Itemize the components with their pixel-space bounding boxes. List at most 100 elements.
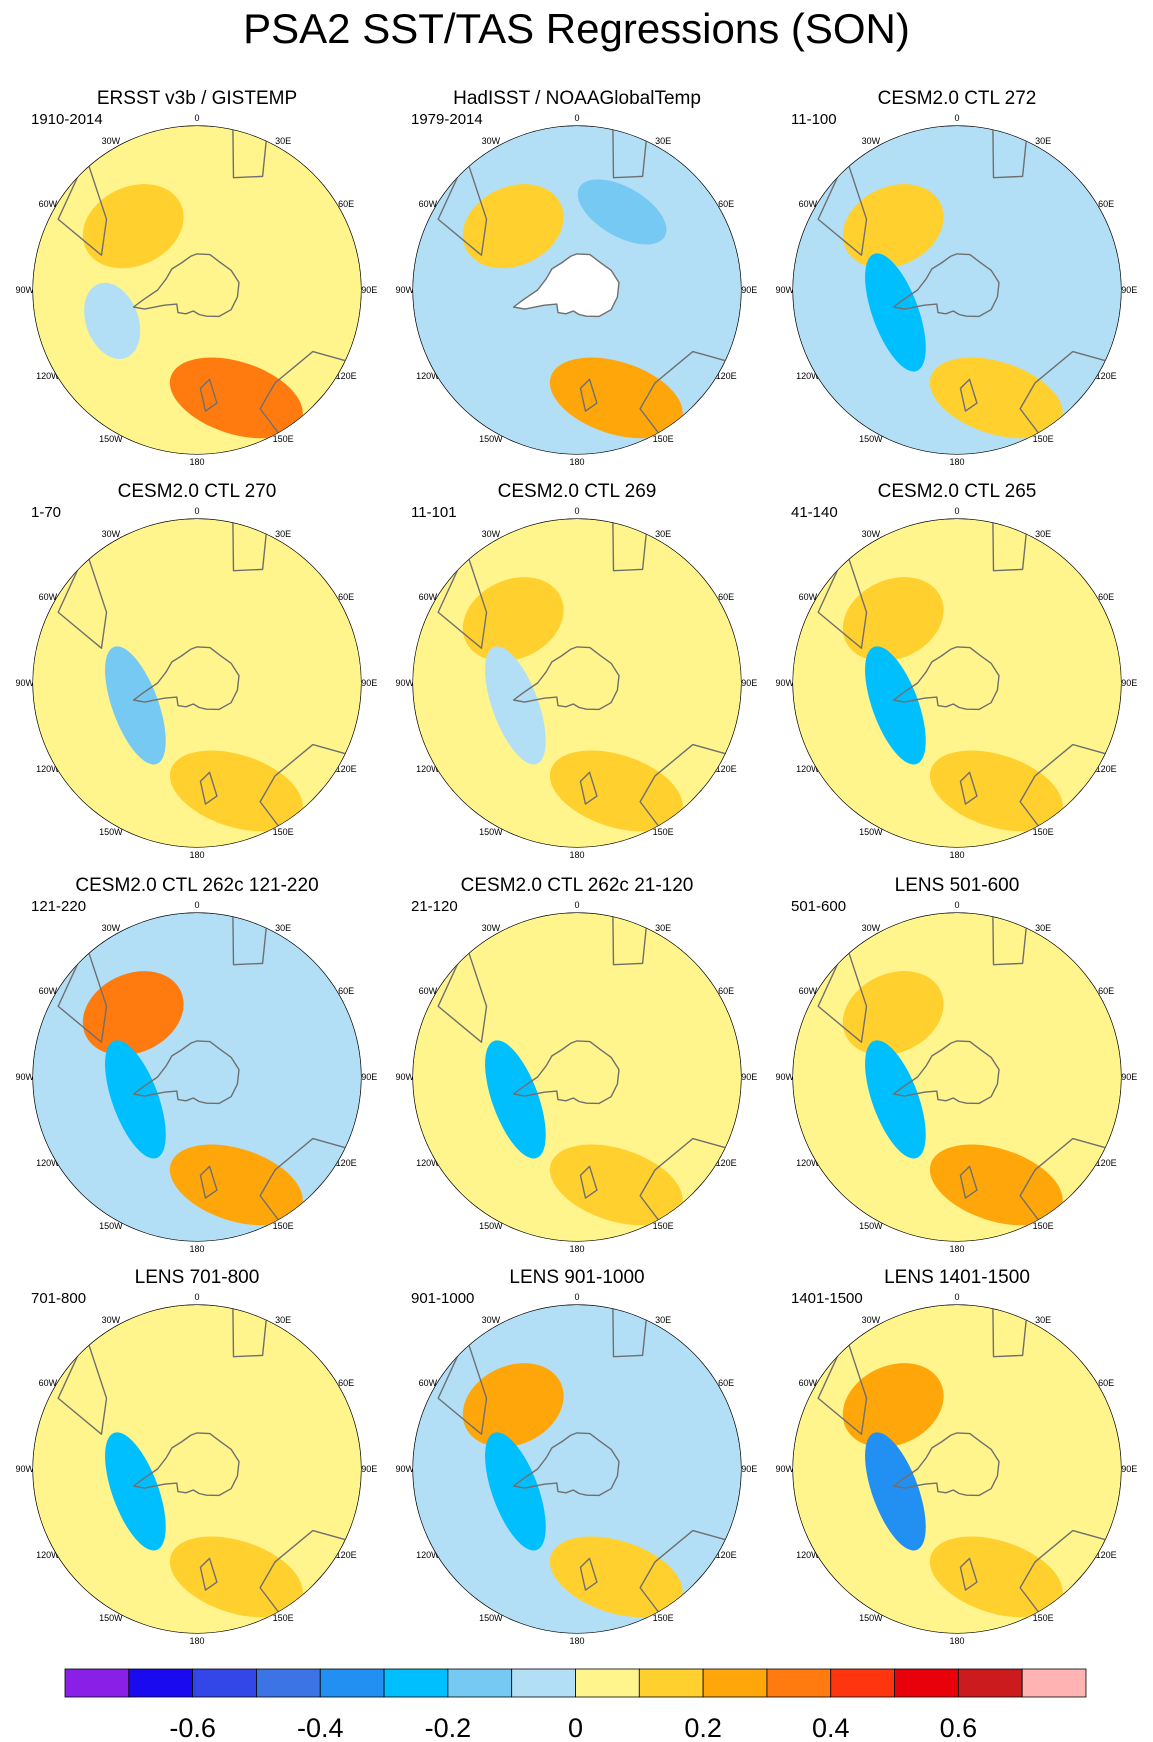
longitude-label: 150E [653,1613,674,1623]
longitude-label: 150W [859,827,883,837]
panel-period: 121-220 [31,898,86,915]
anomaly-patch-amundsen [105,1432,166,1551]
longitude-label: 120W [796,371,820,381]
longitude-label: 30E [275,1315,291,1325]
panel-period: 41-140 [791,504,838,521]
longitude-label: 90W [396,678,415,688]
panel-period: 1910-2014 [31,111,103,128]
longitude-label: 150W [479,434,503,444]
longitude-label: 90E [741,1464,757,1474]
coastline-new-zealand [199,378,218,412]
longitude-label: 150E [1033,434,1054,444]
longitude-label: 60E [338,1378,354,1388]
longitude-label: 120W [36,371,60,381]
anomaly-patch-south-pacific [169,357,303,439]
panel-period: 1-70 [31,504,61,521]
longitude-label: 180 [189,1244,204,1254]
longitude-label: 150E [273,1221,294,1231]
coastline-new-zealand [579,378,598,412]
map-field [413,913,741,1241]
coastline-new-zealand [959,378,978,412]
longitude-label: 90E [1121,1464,1137,1474]
longitude-label: 180 [949,850,964,860]
anomaly-patch-amundsen [865,253,926,372]
longitude-label: 180 [569,457,584,467]
map-panel: CESM2.0 CTL 262c 121-220 121-220 0 30E 60E 90… [16,875,378,1254]
coastline-new-zealand [199,771,218,805]
coastline-antarctica [132,253,240,318]
longitude-label: 180 [569,1636,584,1646]
field-background [33,519,361,847]
longitude-label: 120E [1096,371,1117,381]
map-field [33,126,361,454]
longitude-label: 150W [859,1221,883,1231]
anomaly-patch-amundsen [485,646,546,765]
panel-title: ERSST v3b / GISTEMP [97,88,297,109]
anomaly-patch-south-pacific [929,357,1063,439]
longitude-label: 150W [479,1613,503,1623]
anomaly-patch-south-pacific [169,750,303,832]
coastline-new-zealand [959,771,978,805]
longitude-label: 120E [1096,1158,1117,1168]
longitude-label: 60W [419,592,438,602]
longitude-label: 60W [39,986,58,996]
longitude-label: 60E [718,1378,734,1388]
panel-period: 11-101 [411,504,457,521]
panel-title: LENS 901-1000 [509,1267,644,1288]
longitude-label: 30W [102,1315,121,1325]
longitude-label: 60W [799,1378,818,1388]
coastline-new-zealand [579,1557,598,1591]
anomaly-patch-amundsen [105,646,166,765]
longitude-label: 150W [479,827,503,837]
longitude-label: 60E [718,592,734,602]
longitude-label: 60W [39,592,58,602]
coastline-new-zealand [199,1165,218,1199]
anomaly-patch-south-pacific [549,357,683,439]
anomaly-patch-south-pacific [929,1536,1063,1618]
longitude-label: 120W [796,764,820,774]
longitude-label: 0 [954,900,959,910]
longitude-label: 60E [1098,199,1114,209]
coastline-antarctica [512,253,620,318]
longitude-label: 150E [273,434,294,444]
longitude-label: 90E [741,1072,757,1082]
coastline-antarctica [892,253,1000,318]
longitude-label: 0 [574,900,579,910]
coastline-new-zealand [959,1165,978,1199]
longitude-label: 0 [954,113,959,123]
anomaly-patch-atlantic [462,1363,564,1448]
panel-title: LENS 701-800 [135,1267,260,1288]
map-field [413,126,741,454]
longitude-label: 150E [653,434,674,444]
panel-title: CESM2.0 CTL 262c 21-120 [461,875,694,896]
longitude-label: 90W [16,1464,35,1474]
longitude-label: 180 [949,457,964,467]
longitude-label: 120W [36,1550,60,1560]
longitude-label: 60W [419,199,438,209]
map-panel: CESM2.0 CTL 269 11-101 0 30E 60E 90E 120E 150E 1… [396,481,758,860]
panel-period: 1979-2014 [411,111,483,128]
longitude-label: 60W [39,1378,58,1388]
figure-title: PSA2 SST/TAS Regressions (SON) [243,5,910,52]
longitude-label: 120E [1096,1550,1117,1560]
longitude-label: 150W [859,434,883,444]
anomaly-patch-atlantic [82,184,184,269]
longitude-label: 30E [655,136,671,146]
longitude-label: 60W [39,199,58,209]
panel-period: 11-100 [791,111,837,128]
map-panel: LENS 901-1000 901-1000 0 30E 60E 90E 120E 150E 1… [396,1267,758,1646]
panel-title: CESM2.0 CTL 262c 121-220 [75,875,318,896]
longitude-label: 0 [194,1292,199,1302]
longitude-label: 30W [482,136,501,146]
longitude-label: 30E [275,136,291,146]
longitude-label: 90E [361,1072,377,1082]
longitude-label: 30E [655,1315,671,1325]
coastline-antarctica [132,646,240,711]
longitude-label: 150E [653,1221,674,1231]
longitude-label: 120E [1096,764,1117,774]
map-field [793,519,1121,847]
anomaly-patch-atlantic [462,577,564,662]
longitude-label: 90W [776,1464,795,1474]
anomaly-patch-amundsen [865,646,926,765]
anomaly-patch-south-pacific [549,1144,683,1226]
